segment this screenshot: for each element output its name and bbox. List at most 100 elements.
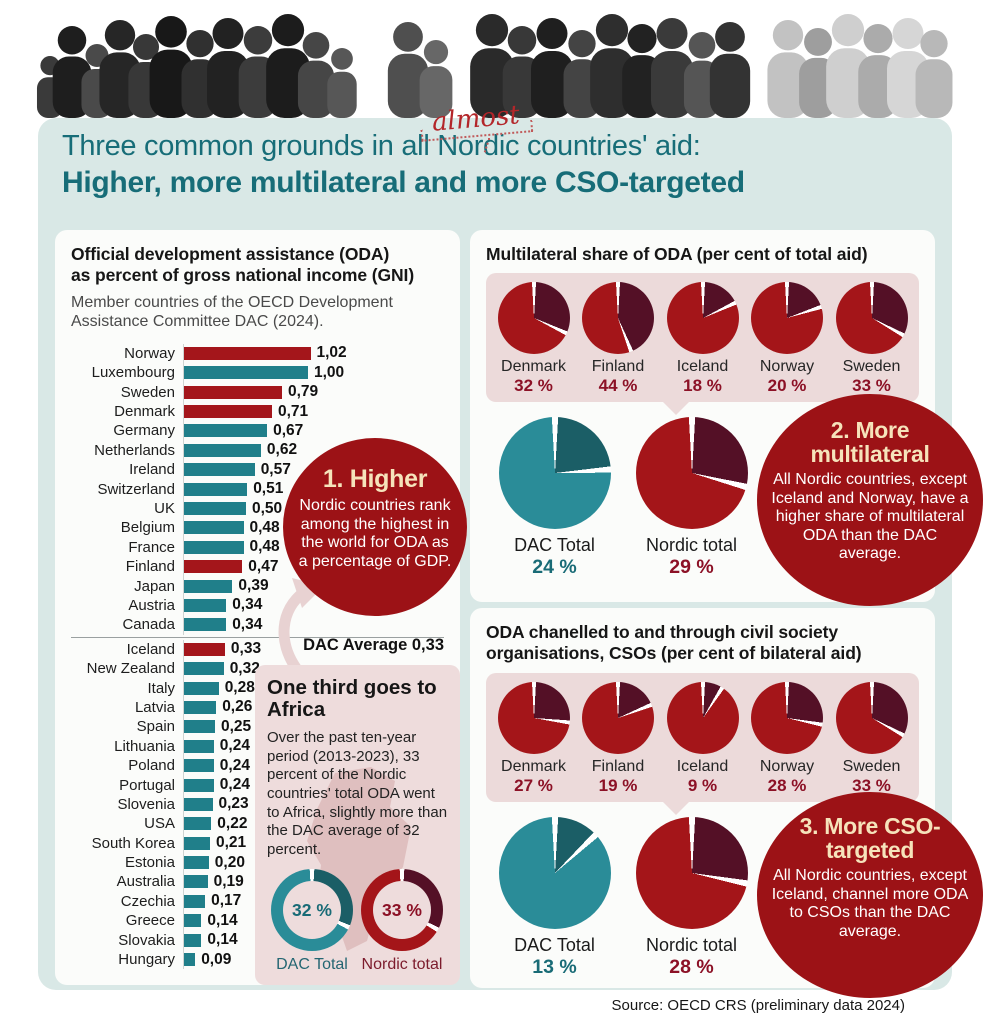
country-label: Portugal <box>119 776 175 794</box>
country-label: Switzerland <box>97 480 175 498</box>
country-label: Japan <box>134 577 175 595</box>
bar-value: 0,67 <box>273 421 304 439</box>
country-label: Greece <box>125 912 175 930</box>
bar-track: 0,26 <box>183 697 444 718</box>
pie-chart <box>498 417 611 530</box>
bar-row: Czechia 0,17 <box>71 891 444 912</box>
bar <box>184 482 248 496</box>
donut-hole <box>373 881 431 940</box>
pie-iceland: Iceland 9 % <box>661 681 744 796</box>
pie-value-label: 9 % <box>687 775 718 795</box>
bar-track: 0,21 <box>183 833 444 853</box>
bar-value: 0,23 <box>218 795 249 813</box>
callout-multilateral-title: 2. More multilateral <box>810 417 930 468</box>
bar-value: 0,48 <box>249 518 280 536</box>
bar <box>184 953 196 967</box>
bar-row: Lithuania 0,24 <box>71 736 444 756</box>
bar <box>184 385 282 399</box>
bar <box>184 797 213 811</box>
bar-track: 0,14 <box>183 930 444 950</box>
total-label: DAC Total <box>514 535 595 556</box>
pie-value-label: 20 % <box>767 376 807 396</box>
oda-gni-title-line1: Official development assistance (ODA) <box>71 244 390 264</box>
cso-pies: Denmark 27 % Finland 19 % Iceland 9 % Norway 28… <box>486 672 919 815</box>
pie-norway: Norway 28 % <box>746 681 829 796</box>
pie-country-label: Denmark <box>501 358 566 376</box>
bar <box>184 759 214 773</box>
africa-box: One third goes to Africa Over the past t… <box>255 665 460 985</box>
bar-track: 0,20 <box>183 852 444 873</box>
donut-value: 32 % <box>292 899 332 920</box>
bar-row: Denmark 0,71 <box>71 401 444 422</box>
pie-country-label: Sweden <box>842 757 901 775</box>
pie-country-label: Norway <box>759 757 815 775</box>
bar-track: 0,50 <box>183 498 444 519</box>
total-nordic-total: Nordic total 28 % <box>623 816 760 979</box>
bar-row: Luxembourg 1,00 <box>71 363 444 383</box>
bar-value: 0,26 <box>222 698 253 716</box>
callout-cso-title: 3. More CSO-targeted <box>799 813 941 864</box>
bar-row: Finland 0,47 <box>71 557 444 577</box>
pie-finland: Finland 19 % <box>577 681 660 796</box>
country-label: Australia <box>116 873 175 891</box>
bar-value: 0,71 <box>278 402 309 420</box>
country-label: Netherlands <box>94 441 175 459</box>
callout-cso: 3. More CSO-targeted All Nordic countrie… <box>757 792 983 998</box>
bar-row: Portugal 0,24 <box>71 775 444 795</box>
bar <box>184 463 255 477</box>
pie-value-label: 32 % <box>514 376 553 396</box>
country-label: Denmark <box>114 403 175 421</box>
bar <box>184 366 308 380</box>
bar <box>184 540 244 554</box>
bar-track: 0,33 <box>183 639 444 659</box>
bar-row: Belgium 0,48 <box>71 518 444 538</box>
donut-value: 33 % <box>382 899 422 920</box>
pie-chart <box>635 417 748 530</box>
bar-row: Sweden 0,79 <box>71 382 444 402</box>
bar <box>184 681 219 695</box>
bar-value: 1,00 <box>314 363 345 381</box>
total-dac-total: DAC Total 13 % <box>486 816 623 979</box>
donut-chart: 33 % <box>361 869 443 952</box>
oda-gni-subtitle: Member countries of the OECD Development… <box>71 293 393 331</box>
dac-average-label: DAC Average 0,33 <box>303 636 444 654</box>
pie-chart <box>835 681 908 754</box>
donut-hole <box>283 881 341 940</box>
bar <box>184 875 208 889</box>
pie-country-label: Iceland <box>676 358 729 376</box>
bar-track: 0,22 <box>183 814 444 834</box>
pie-chart <box>635 816 748 929</box>
country-label: South Korea <box>91 834 175 852</box>
callout-multilateral: 2. More multilateral All Nordic countrie… <box>757 394 983 606</box>
bar-value: 0,14 <box>207 931 238 949</box>
country-label: Iceland <box>126 640 175 658</box>
pie-denmark: Denmark 27 % <box>492 681 575 796</box>
bar-track: 0,48 <box>183 518 444 538</box>
pie-country-label: Finland <box>591 358 645 376</box>
bar-row: Spain 0,25 <box>71 717 444 737</box>
country-label: Finland <box>125 558 175 576</box>
pie-finland: Finland 44 % <box>577 282 660 396</box>
bar-track: 0,39 <box>183 576 444 596</box>
bar <box>184 894 206 908</box>
bar <box>184 642 225 656</box>
pie-country-label: Norway <box>759 358 815 376</box>
bar <box>184 502 246 516</box>
bar-value: 0,62 <box>266 441 298 459</box>
donut-label: DAC Total <box>276 956 348 974</box>
country-label: Belgium <box>120 519 175 537</box>
bar-track: 0,24 <box>183 736 444 756</box>
bar-value: 0,51 <box>253 480 284 498</box>
bar <box>184 662 224 676</box>
bar-track: 0,14 <box>183 911 444 931</box>
bar-track: 0,67 <box>183 421 444 441</box>
bar-track: 0,47 <box>183 557 444 577</box>
total-value: 28 % <box>669 955 714 978</box>
callout-higher-title: 1. Higher <box>322 465 428 493</box>
country-label: Germany <box>113 422 175 440</box>
bar-value: 0,19 <box>213 872 244 890</box>
bar-row: Switzerland 0,51 <box>71 479 444 499</box>
country-label: Luxembourg <box>91 364 175 382</box>
bar-value: 0,32 <box>229 659 260 677</box>
africa-title: One third goes to Africa <box>267 676 437 722</box>
